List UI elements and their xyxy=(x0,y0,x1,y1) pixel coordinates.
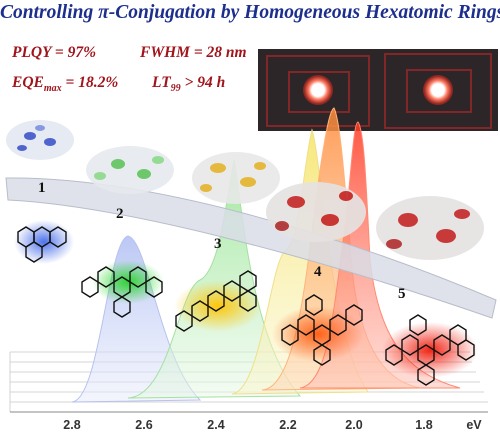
structure-3 xyxy=(175,270,257,332)
orbital-cloud-5 xyxy=(376,196,484,260)
structure-4 xyxy=(281,294,363,366)
molecule-number-3: 3 xyxy=(214,236,222,252)
device-photo-right xyxy=(378,49,498,131)
orbital-cloud-2 xyxy=(86,146,174,194)
eqe-metric: EQEmax = 18.2% xyxy=(12,74,118,94)
orbital-cloud-4 xyxy=(266,182,366,242)
axis-tick-2-8: 2.8 xyxy=(63,418,80,432)
lt-metric: LT99 > 94 h xyxy=(152,74,225,94)
device-photo-left xyxy=(258,49,378,131)
molecule-number-1: 1 xyxy=(38,180,46,196)
structure-5 xyxy=(385,314,475,386)
axis-tick-2-2: 2.2 xyxy=(279,418,296,432)
structure-2 xyxy=(81,266,163,318)
orbital-cloud-3 xyxy=(192,152,280,204)
page-title: Controlling π-Conjugation by Homogeneous… xyxy=(0,2,500,23)
axis-tick-1-8: 1.8 xyxy=(415,418,432,432)
lt-value: > 94 h xyxy=(180,74,226,91)
fwhm-metric: FWHM = 28 nm xyxy=(140,44,247,61)
eqe-value: = 18.2% xyxy=(61,74,119,91)
eqe-subscript: max xyxy=(43,83,62,95)
orbital-cloud-1 xyxy=(6,120,74,160)
eqe-label: EQE xyxy=(12,74,44,91)
molecule-number-5: 5 xyxy=(398,286,406,302)
molecule-number-2: 2 xyxy=(116,206,124,222)
structure-glow-4 xyxy=(272,306,364,362)
structure-glow-5 xyxy=(382,322,478,378)
orbital-arc-band xyxy=(5,177,497,319)
structure-glow-1 xyxy=(14,220,74,264)
axis-unit-label: eV xyxy=(466,418,482,432)
lt-subscript: 99 xyxy=(170,83,181,95)
structure-1 xyxy=(17,226,67,263)
structure-glow-3 xyxy=(174,280,262,332)
lt-label: LT xyxy=(152,74,171,91)
plqy-metric: PLQY = 97% xyxy=(12,44,97,61)
axis-tick-2-6: 2.6 xyxy=(135,418,152,432)
axis-tick-2-0: 2.0 xyxy=(345,418,362,432)
axis-tick-2-4: 2.4 xyxy=(207,418,224,432)
structure-glow-2 xyxy=(92,260,164,304)
molecule-number-4: 4 xyxy=(314,264,322,280)
